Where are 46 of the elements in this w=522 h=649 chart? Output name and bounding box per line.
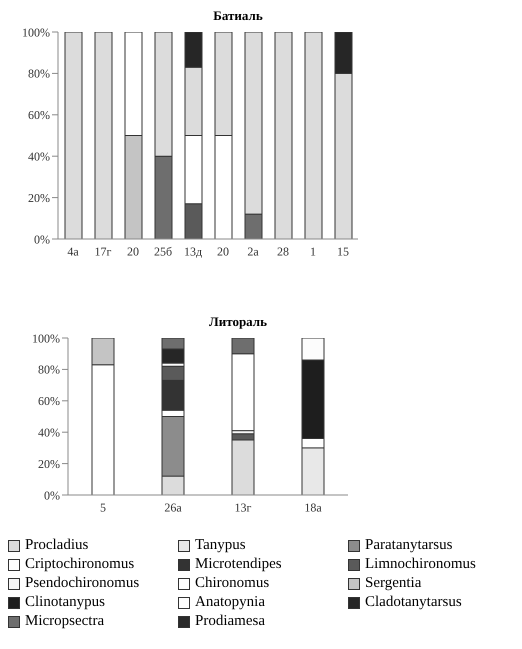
y-tick-label: 40% [38, 425, 60, 440]
x-tick-label: 18а [304, 500, 322, 515]
y-tick-label: 20% [38, 456, 60, 471]
y-tick-label: 0% [34, 232, 50, 246]
x-tick-label: 17г [94, 244, 112, 259]
legend-label: Limnochironomus [365, 555, 476, 574]
y-tick-label: 20% [28, 190, 50, 205]
y-tick-label: 80% [28, 66, 50, 81]
chart-title: Литораль [208, 314, 268, 330]
bar [304, 32, 322, 239]
y-tick-label: 60% [38, 394, 60, 408]
legend-label: Clinotanypus [25, 593, 106, 612]
x-tick-label: 13г [234, 500, 252, 515]
legend-label: Psendochironomus [25, 574, 140, 593]
x-tick-label: 13д [184, 244, 202, 259]
legend-label: Sergentia [365, 574, 422, 593]
legend-label: Microtendipes [195, 555, 282, 574]
x-tick-label: 15 [337, 244, 349, 259]
legend-label: Micropsectra [25, 612, 104, 631]
x-tick-label: 5 [100, 500, 106, 515]
x-tick-label: 1 [310, 244, 316, 259]
bar [274, 32, 292, 239]
legend-label: Criptochironomus [25, 555, 134, 574]
chart-title: Батиаль [212, 8, 264, 24]
legend-label: Anatopynia [195, 593, 265, 612]
y-tick-label: 100% [32, 331, 60, 346]
legend-label: Paratanytarsus [365, 536, 452, 555]
x-tick-label: 25б [154, 244, 172, 259]
legend-label: Cladotanytarsus [365, 593, 462, 612]
x-tick-label: 2а [247, 244, 260, 259]
y-tick-label: 100% [22, 25, 50, 40]
x-tick-label: 26а [164, 500, 182, 515]
y-tick-label: 40% [28, 149, 50, 164]
y-tick-label: 60% [28, 108, 50, 122]
x-tick-label: 28 [277, 244, 289, 259]
legend-label: Chironomus [195, 574, 270, 593]
x-tick-label: 4а [67, 244, 80, 259]
y-tick-label: 80% [38, 362, 60, 377]
x-tick-label: 20 [217, 244, 229, 259]
y-tick-label: 0% [44, 488, 60, 502]
bar [94, 32, 112, 239]
x-tick-label: 20 [127, 244, 139, 259]
legend-label: Tanypus [195, 536, 246, 555]
legend-label: Prodiamesa [195, 612, 265, 631]
legend-label: Procladius [25, 536, 88, 555]
bar [64, 32, 82, 239]
